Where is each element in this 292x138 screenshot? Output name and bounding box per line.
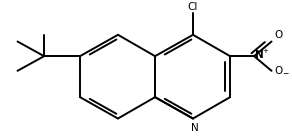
Text: −: − [282, 69, 289, 78]
Text: N: N [191, 123, 198, 132]
Text: Cl: Cl [188, 2, 198, 12]
Text: N: N [256, 50, 264, 60]
Text: O: O [274, 66, 283, 76]
Text: +: + [262, 48, 268, 55]
Text: O: O [274, 30, 283, 40]
